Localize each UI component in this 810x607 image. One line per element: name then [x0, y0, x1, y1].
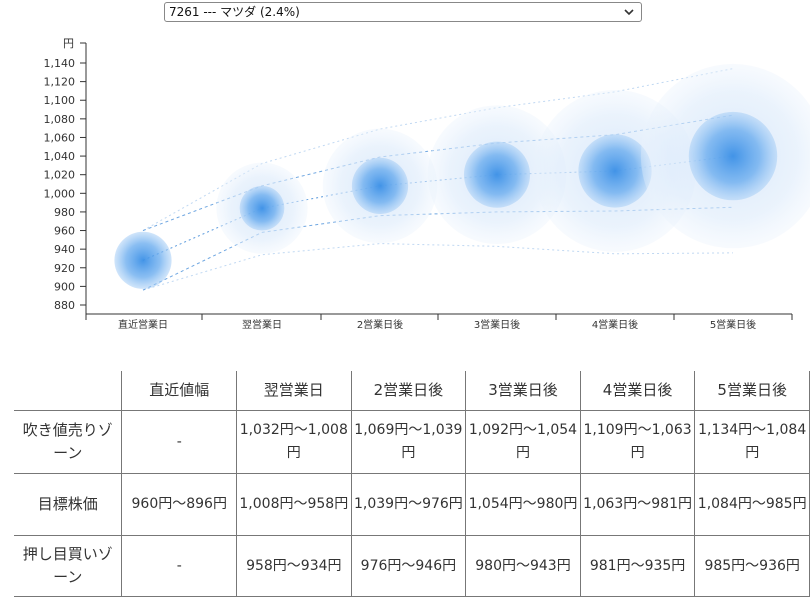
- y-tick-label: 940: [54, 243, 75, 256]
- row-header: 吹き値売りゾーン: [14, 410, 123, 474]
- y-tick-label: 1,060: [44, 131, 76, 144]
- x-tick-label: 翌営業日: [242, 318, 282, 331]
- table-cell: 1,084円〜985円: [694, 473, 810, 536]
- col-header: 直近値幅: [121, 371, 237, 411]
- y-ticks: 880 900 920 940 960 980 1,000 1,020 1,040 1,060 1,…: [44, 57, 86, 312]
- outer-upper-guide: [142, 243, 734, 291]
- col-header: 2営業日後: [350, 371, 467, 411]
- forecast-chart: 円 880 900 920 940 960 980 1,000 1,020 1,040 1,060…: [44, 37, 810, 331]
- table-row: 目標株価 960円〜896円 1,008円〜958円 1,039円〜976円 1…: [14, 473, 810, 536]
- table-cell: 1,069円〜1,039円: [350, 410, 467, 474]
- y-tick-label: 980: [54, 206, 75, 219]
- y-tick-label: 1,000: [44, 187, 76, 200]
- table-cell: 960円〜896円: [121, 473, 237, 536]
- table-cell: 985円〜936円: [694, 535, 810, 597]
- stock-selector-wrap: 7261 --- マツダ (2.4%): [164, 2, 642, 22]
- table-cell: -: [121, 410, 237, 474]
- table-cell: 958円〜934円: [236, 535, 352, 597]
- table-cell: 980円〜943円: [465, 535, 581, 597]
- x-tick-label: 4営業日後: [592, 318, 638, 331]
- y-tick-label: 1,140: [44, 57, 76, 70]
- table-cell: 1,039円〜976円: [350, 473, 467, 536]
- x-tick-label: 直近営業日: [118, 318, 168, 331]
- y-tick-label: 1,100: [44, 94, 76, 107]
- y-tick-label: 1,120: [44, 76, 76, 89]
- table-cell: 1,092円〜1,054円: [465, 410, 581, 474]
- table-cell: 1,032円〜1,008円: [236, 410, 352, 474]
- col-header: 3営業日後: [465, 371, 581, 411]
- x-ticks: 直近営業日 翌営業日 2営業日後 3営業日後 4営業日後 5営業日後: [85, 314, 793, 331]
- table-cell: 981円〜935円: [579, 535, 696, 597]
- target-range-bubble: [578, 134, 652, 208]
- table-row: 吹き値売りゾーン - 1,032円〜1,008円 1,069円〜1,039円 1…: [14, 410, 810, 474]
- col-header: 翌営業日: [236, 371, 352, 411]
- table-corner: [14, 371, 123, 411]
- price-zone-table: 直近値幅 翌営業日 2営業日後 3営業日後 4営業日後 5営業日後 吹き値売りゾ…: [14, 371, 810, 597]
- y-tick-label: 920: [54, 262, 75, 275]
- table-cell: 1,008円〜958円: [236, 473, 352, 536]
- y-tick-label: 1,040: [44, 150, 76, 163]
- target-range-bubble: [463, 141, 531, 208]
- target-range-bubble: [688, 111, 778, 201]
- x-tick-label: 3営業日後: [474, 318, 520, 331]
- forecast-bubbles: [114, 63, 810, 289]
- col-header: 4営業日後: [579, 371, 696, 411]
- y-tick-label: 960: [54, 225, 75, 238]
- x-tick-label: 2営業日後: [357, 318, 403, 331]
- table-cell: 976円〜946円: [350, 535, 467, 597]
- table-cell: 1,063円〜981円: [579, 473, 696, 536]
- y-axis-unit: 円: [63, 37, 74, 50]
- y-tick-label: 900: [54, 280, 75, 293]
- table-cell: 1,134円〜1,084円: [694, 410, 810, 474]
- table-cell: 1,109円〜1,063円: [579, 410, 696, 474]
- table-header-row: 直近値幅 翌営業日 2営業日後 3営業日後 4営業日後 5営業日後: [14, 371, 810, 411]
- target-range-bubble: [114, 231, 172, 289]
- row-header: 目標株価: [14, 473, 123, 536]
- chevron-down-icon: [624, 9, 634, 16]
- table-cell: 1,054円〜980円: [465, 473, 581, 536]
- y-tick-label: 1,020: [44, 169, 76, 182]
- target-range-bubble: [239, 185, 285, 231]
- target-range-bubble: [351, 157, 409, 215]
- x-tick-label: 5営業日後: [710, 318, 756, 331]
- stock-select[interactable]: 7261 --- マツダ (2.4%): [164, 2, 642, 22]
- table-row: 押し目買いゾーン - 958円〜934円 976円〜946円 980円〜943円…: [14, 535, 810, 597]
- y-tick-label: 880: [54, 299, 75, 312]
- col-header: 5営業日後: [694, 371, 810, 411]
- y-tick-label: 1,080: [44, 113, 76, 126]
- table-cell: -: [121, 535, 237, 597]
- row-header: 押し目買いゾーン: [14, 535, 123, 597]
- stock-select-value: 7261 --- マツダ (2.4%): [169, 5, 300, 19]
